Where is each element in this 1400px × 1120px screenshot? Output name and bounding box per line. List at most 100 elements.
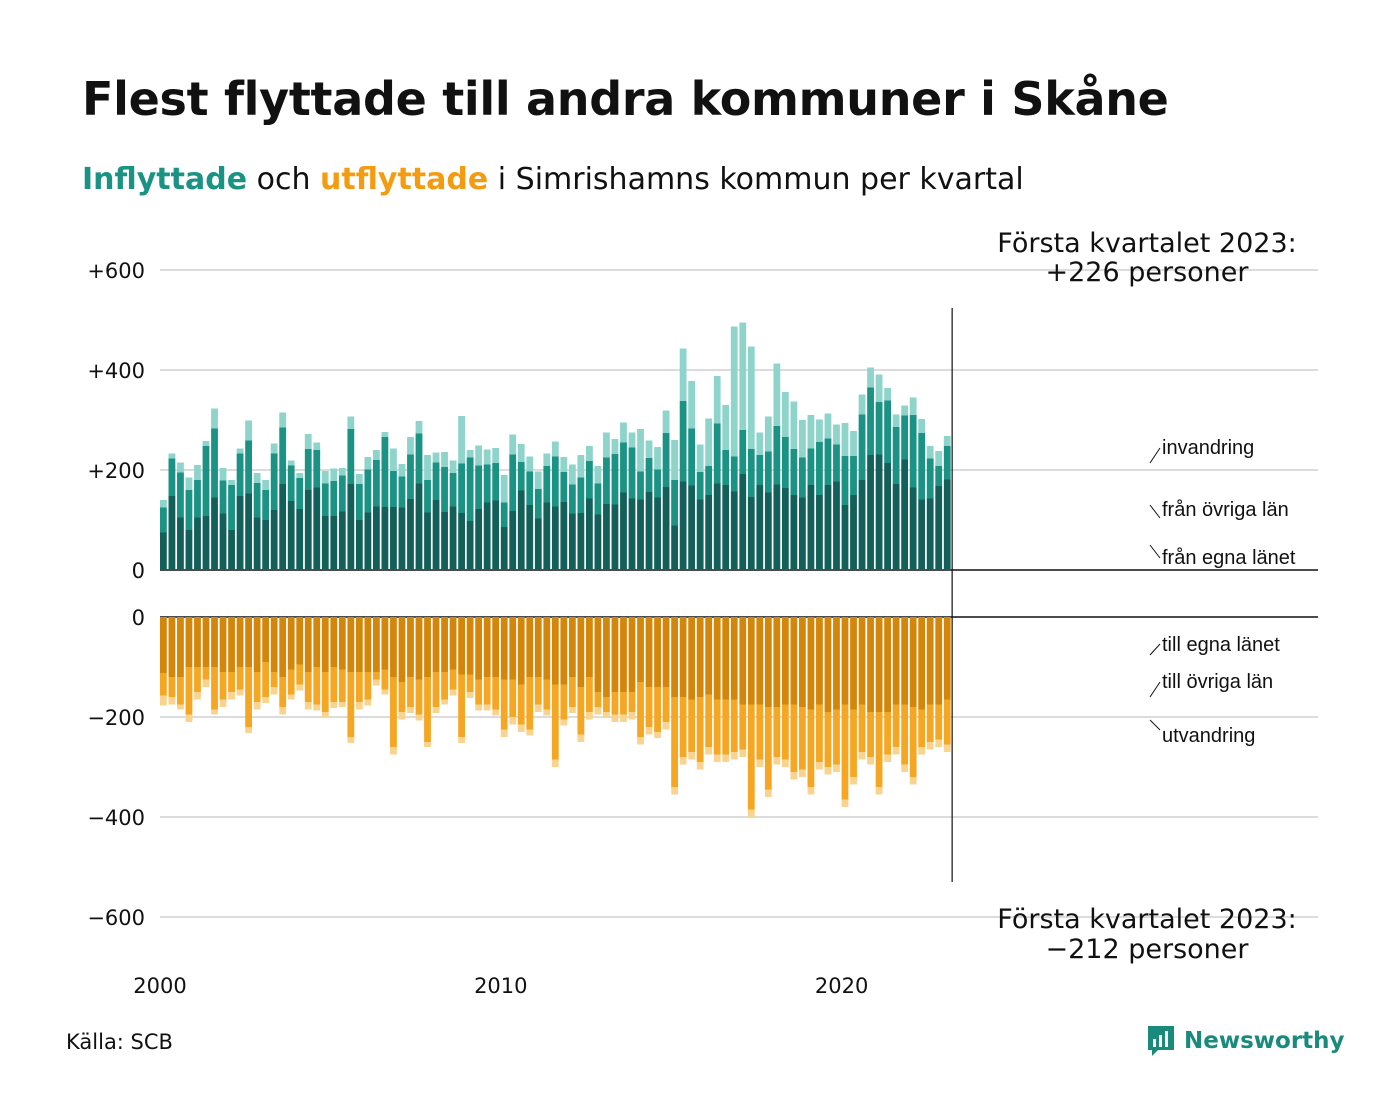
inflow-bar-0-30 [415,483,423,570]
inflow-bar-0-22 [347,484,355,570]
inflow-bar-1-92 [943,446,951,480]
outflow-bar-0-78 [824,617,832,712]
inflow-bar-1-24 [364,469,372,513]
subtitle-outflow: utflyttade [320,162,489,197]
outflow-bar-0-61 [679,617,687,697]
outflow-bar-2-75 [799,769,806,777]
outflow-bar-2-92 [943,744,951,752]
inflow-bar-0-7 [219,513,227,570]
outflow-bar-0-12 [262,617,270,662]
inflow-bar-1-75 [799,457,806,498]
inflow-bar-2-62 [688,381,696,429]
outflow-bar-1-9 [236,667,244,690]
inflow-bar-1-8 [228,485,235,530]
inflow-bar-0-8 [228,530,235,570]
outflow-bar-0-74 [790,617,798,705]
inflow-bar-1-17 [304,449,312,490]
outflow-bar-1-50 [586,677,593,712]
outflow-bar-0-46 [551,617,559,685]
outflow-bar-0-59 [662,617,670,687]
outflow-bar-1-35 [458,674,465,737]
outflow-bar-2-73 [781,759,789,767]
outflow-bar-2-26 [381,689,389,695]
outflow-bar-2-71 [764,789,772,797]
inflow-bar-2-74 [790,401,798,449]
chart-title: Flest flyttade till andra kommuner i Skå… [82,72,1169,126]
outflow-bar-2-88 [909,777,917,785]
inflow-bar-0-37 [475,509,483,570]
outflow-bar-0-28 [398,617,406,682]
outflow-bar-1-82 [858,704,866,752]
inflow-bar-1-6 [211,428,218,498]
inflow-bar-1-1 [168,458,176,496]
inflow-bar-1-87 [901,415,909,460]
inflow-bar-1-49 [577,477,585,513]
outflow-bar-0-81 [850,617,857,710]
inflow-bar-1-78 [824,438,832,485]
outflow-bar-0-45 [543,617,551,680]
inflow-bar-0-19 [321,516,329,570]
inflow-bar-1-31 [424,480,431,513]
inflow-bar-1-59 [662,433,670,487]
inflow-bar-1-89 [918,433,926,500]
inflow-bar-1-70 [756,455,764,485]
inflow-bar-0-68 [739,474,747,570]
inflow-bar-2-55 [628,432,636,448]
inflow-bar-1-14 [279,427,287,484]
outflow-bar-1-8 [228,672,235,692]
inflow-bar-1-64 [705,466,713,495]
inflow-bar-1-71 [764,451,772,493]
inflow-bar-1-79 [833,444,840,482]
inflow-bar-1-90 [926,458,934,499]
outflow-bar-0-15 [287,617,295,670]
inflow-bar-2-52 [603,432,610,458]
outflow-bar-0-34 [449,617,457,670]
inflow-bar-0-54 [620,492,627,570]
outflow-bar-2-50 [586,712,593,720]
outflow-bar-1-31 [424,677,431,742]
outflow-bar-2-49 [577,734,585,742]
inflow-bar-0-86 [892,484,900,570]
chart-subtitle: Inflyttade och utflyttade i Simrishamns … [82,162,1024,197]
inflow-bar-2-25 [373,450,380,460]
inflow-bar-1-46 [551,456,559,507]
outflow-bar-0-89 [918,617,926,710]
outflow-bar-0-48 [568,617,576,677]
outflow-bar-0-56 [637,617,644,682]
outflow-bar-1-66 [722,699,730,755]
outflow-bar-0-35 [458,617,465,675]
inflow-bar-0-72 [773,484,781,570]
outflow-bar-0-76 [807,617,815,710]
outflow-bar-1-15 [287,669,295,695]
outflow-bar-1-53 [611,692,619,715]
inflow-bar-0-41 [509,511,517,570]
outflow-bar-0-43 [526,617,534,677]
outflow-bar-2-30 [415,714,423,721]
ytick-top-1: +400 [87,359,145,383]
outflow-bar-1-33 [441,672,448,700]
inflow-bar-0-27 [390,507,397,570]
inflow-bar-1-83 [867,387,874,455]
outflow-bar-2-62 [688,752,696,760]
inflow-bar-2-22 [347,416,355,429]
inflow-bar-0-70 [756,485,764,570]
inflow-bar-2-86 [892,414,900,427]
inflow-bar-0-83 [867,455,874,570]
inflow-bar-2-56 [637,429,644,472]
outflow-bar-2-72 [773,757,781,765]
outflow-bar-1-76 [807,709,815,787]
outflow-bar-1-67 [730,699,738,752]
inflow-bar-0-39 [492,500,500,570]
outflow-bar-2-0 [160,695,167,706]
inflow-bar-1-37 [475,465,483,509]
outflow-bar-0-71 [764,617,772,707]
inflow-bar-2-30 [415,421,423,434]
inflow-bar-1-91 [935,466,943,486]
inflow-bar-0-89 [918,499,926,570]
outflow-bar-1-71 [764,707,772,790]
outflow-bar-2-3 [185,714,193,722]
outflow-bar-0-52 [603,617,610,697]
inflow-bar-1-12 [262,490,270,520]
outflow-bar-2-39 [492,709,500,716]
